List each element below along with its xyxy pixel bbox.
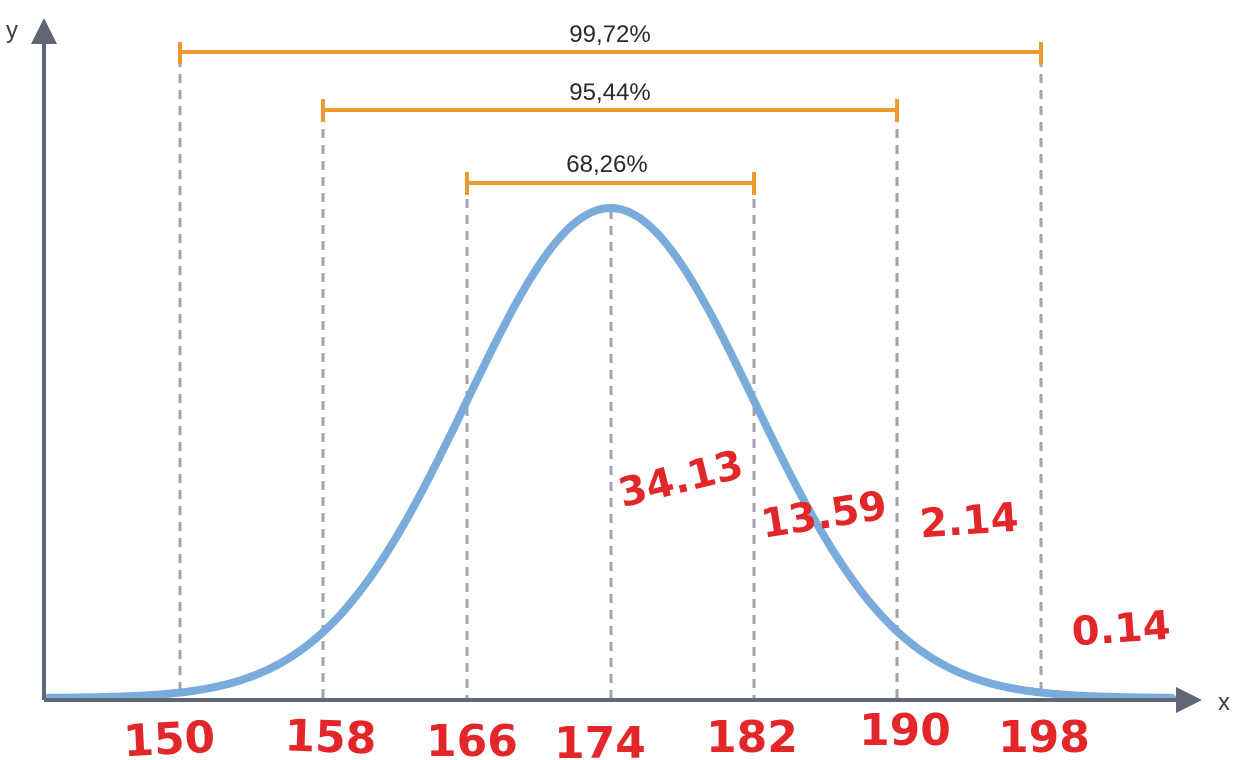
x-axis-label: x (1218, 689, 1230, 716)
tick-label-166: 166 (426, 716, 518, 760)
interval-label-1sd: 68,26% (566, 151, 647, 178)
interval-bracket-2sd (321, 99, 899, 122)
x-axis-arrow-icon (1176, 687, 1202, 713)
interval-label-3sd: 99,72% (569, 21, 650, 48)
interval-bracket-1sd (465, 172, 756, 195)
tick-label-190: 190 (859, 705, 951, 756)
area-label-2-14: 2.14 (918, 495, 1020, 548)
area-label-34-13: 34.13 (614, 442, 748, 517)
tick-label-158: 158 (284, 710, 378, 760)
bell-curve (44, 203, 1176, 702)
interval-bracket-3sd (178, 42, 1043, 64)
tick-label-150: 150 (122, 712, 216, 760)
tick-label-182: 182 (706, 712, 798, 760)
area-label-0-14: 0.14 (1070, 603, 1172, 656)
tick-label-198: 198 (998, 712, 1090, 760)
y-axis-label: y (6, 17, 18, 44)
tick-label-174: 174 (554, 718, 646, 760)
interval-label-2sd: 95,44% (569, 79, 650, 106)
area-label-13-59: 13.59 (758, 483, 890, 548)
y-axis-arrow-icon (31, 18, 57, 44)
